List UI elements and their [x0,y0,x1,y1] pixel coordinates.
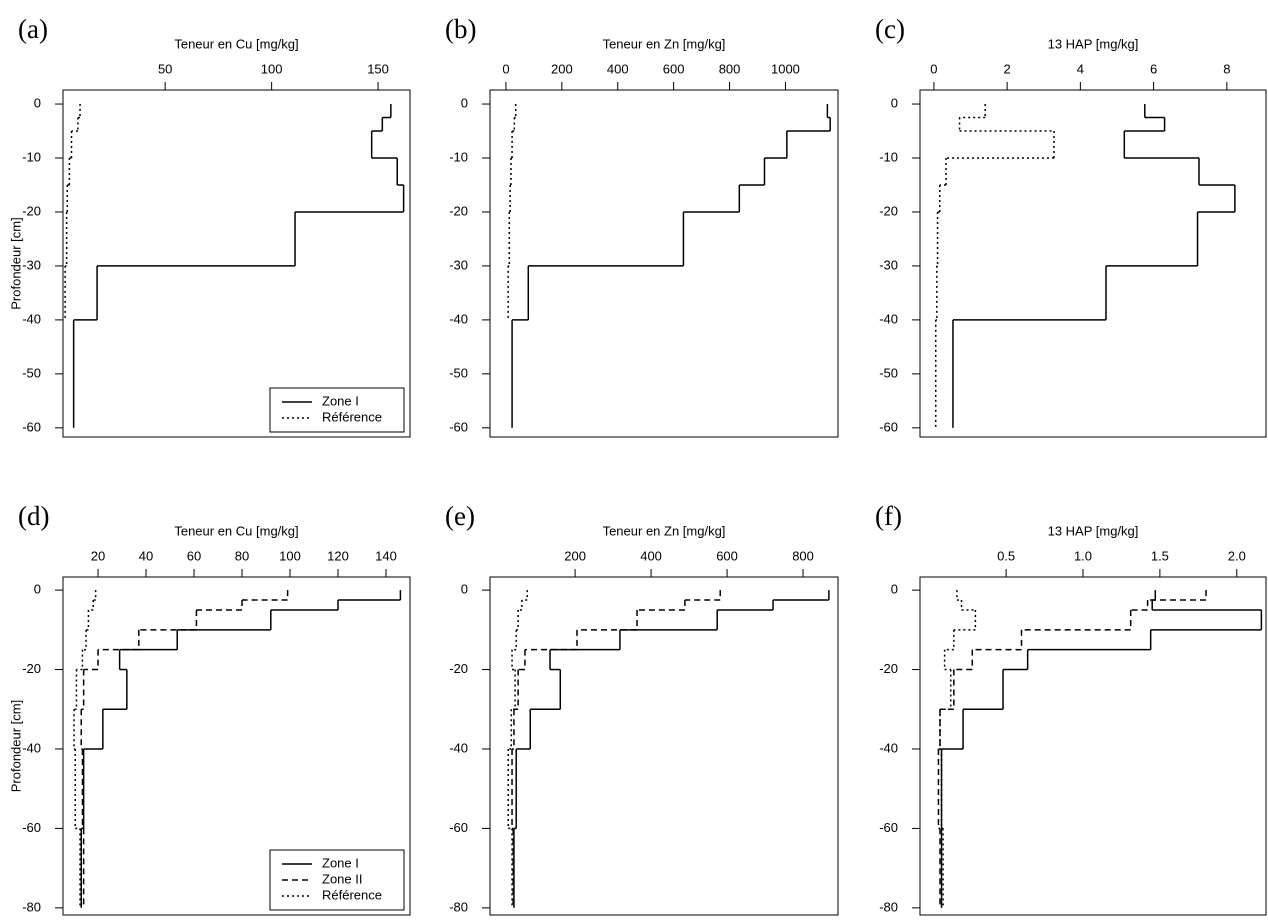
y-tick-label: -20 [22,203,41,218]
y-tick-label: -60 [22,820,41,835]
panel-label: (c) [875,14,905,44]
x-tick-label: 0 [502,61,509,76]
x-tick-label: 800 [719,61,741,76]
y-tick-label: -80 [879,899,898,914]
x-tick-label: 100 [279,548,301,563]
panel-label: (d) [18,501,49,531]
x-tick-label: 40 [139,548,153,563]
y-tick-label: -40 [879,740,898,755]
y-tick-label: 0 [891,95,898,110]
x-tick-label: 600 [716,548,738,563]
y-tick-label: -60 [449,419,468,434]
y-tick-label: -30 [879,257,898,272]
x-tick-label: 600 [663,61,685,76]
y-tick-label: 0 [461,582,468,597]
y-tick-label: -60 [879,820,898,835]
y-tick-label: -20 [879,203,898,218]
y-tick-label: -20 [879,661,898,676]
plot-frame [489,89,839,438]
x-tick-label: 2 [1004,61,1011,76]
y-tick-label: 0 [34,582,41,597]
x-tick-label: 0 [930,61,937,76]
x-tick-label: 150 [367,61,389,76]
y-tick-label: -40 [22,740,41,755]
y-tick-label: -30 [22,257,41,272]
x-tick-label: 20 [91,548,105,563]
y-axis-label: Profondeur [cm] [8,700,23,793]
legend-label: Zone I [322,393,359,408]
x-axis-label: Teneur en Cu [mg/kg] [174,36,298,51]
x-tick-label: 80 [235,548,249,563]
x-tick-label: 4 [1077,61,1084,76]
x-axis-label: Teneur en Cu [mg/kg] [174,523,298,538]
x-tick-label: 100 [261,61,283,76]
legend-label: Zone II [322,871,362,886]
y-tick-label: 0 [34,95,41,110]
y-tick-label: 0 [891,582,898,597]
y-tick-label: -10 [22,149,41,164]
y-tick-label: -80 [22,899,41,914]
x-axis-label: 13 HAP [mg/kg] [1048,36,1139,51]
plot-frame [62,89,411,438]
x-tick-label: 400 [607,61,629,76]
x-tick-label: 60 [187,548,201,563]
y-tick-label: -50 [449,365,468,380]
y-tick-label: -20 [449,203,468,218]
y-tick-label: -40 [449,740,468,755]
x-tick-label: 1.0 [1074,548,1092,563]
y-tick-label: -40 [879,311,898,326]
x-tick-label: 1000 [771,61,800,76]
y-tick-label: 0 [461,95,468,110]
plot-frame [919,89,1267,438]
x-tick-label: 400 [640,548,662,563]
legend-label: Référence [322,887,382,902]
y-tick-label: -50 [22,365,41,380]
legend-label: Référence [322,409,382,424]
x-tick-label: 0.5 [997,548,1015,563]
x-tick-label: 8 [1223,61,1230,76]
x-tick-label: 2.0 [1228,548,1246,563]
x-axis-label: Teneur en Zn [mg/kg] [603,523,726,538]
legend-label: Zone I [322,855,359,870]
y-tick-label: -50 [879,365,898,380]
y-tick-label: -20 [449,661,468,676]
x-tick-label: 1.5 [1151,548,1169,563]
y-tick-label: -40 [449,311,468,326]
panel-label: (f) [875,501,902,531]
panel-label: (b) [445,14,476,44]
y-tick-label: -40 [22,311,41,326]
x-axis-label: Teneur en Zn [mg/kg] [603,36,726,51]
plot-frame [919,576,1267,916]
y-tick-label: -60 [22,419,41,434]
x-tick-label: 120 [327,548,349,563]
y-tick-label: -80 [449,899,468,914]
x-tick-label: 200 [551,61,573,76]
panel-label: (a) [18,14,48,44]
y-tick-label: -10 [449,149,468,164]
y-tick-label: -60 [449,820,468,835]
plot-frame [62,576,411,916]
y-tick-label: -20 [22,661,41,676]
y-tick-label: -10 [879,149,898,164]
x-tick-label: 140 [375,548,397,563]
x-tick-label: 50 [158,61,172,76]
y-tick-label: -30 [449,257,468,272]
legend-box [269,387,405,433]
x-tick-label: 800 [792,548,814,563]
x-tick-label: 200 [564,548,586,563]
y-axis-label: Profondeur [cm] [8,217,23,310]
x-axis-label: 13 HAP [mg/kg] [1048,523,1139,538]
y-tick-label: -60 [879,419,898,434]
panel-label: (e) [445,501,475,531]
x-tick-label: 6 [1150,61,1157,76]
plot-frame [489,576,839,916]
